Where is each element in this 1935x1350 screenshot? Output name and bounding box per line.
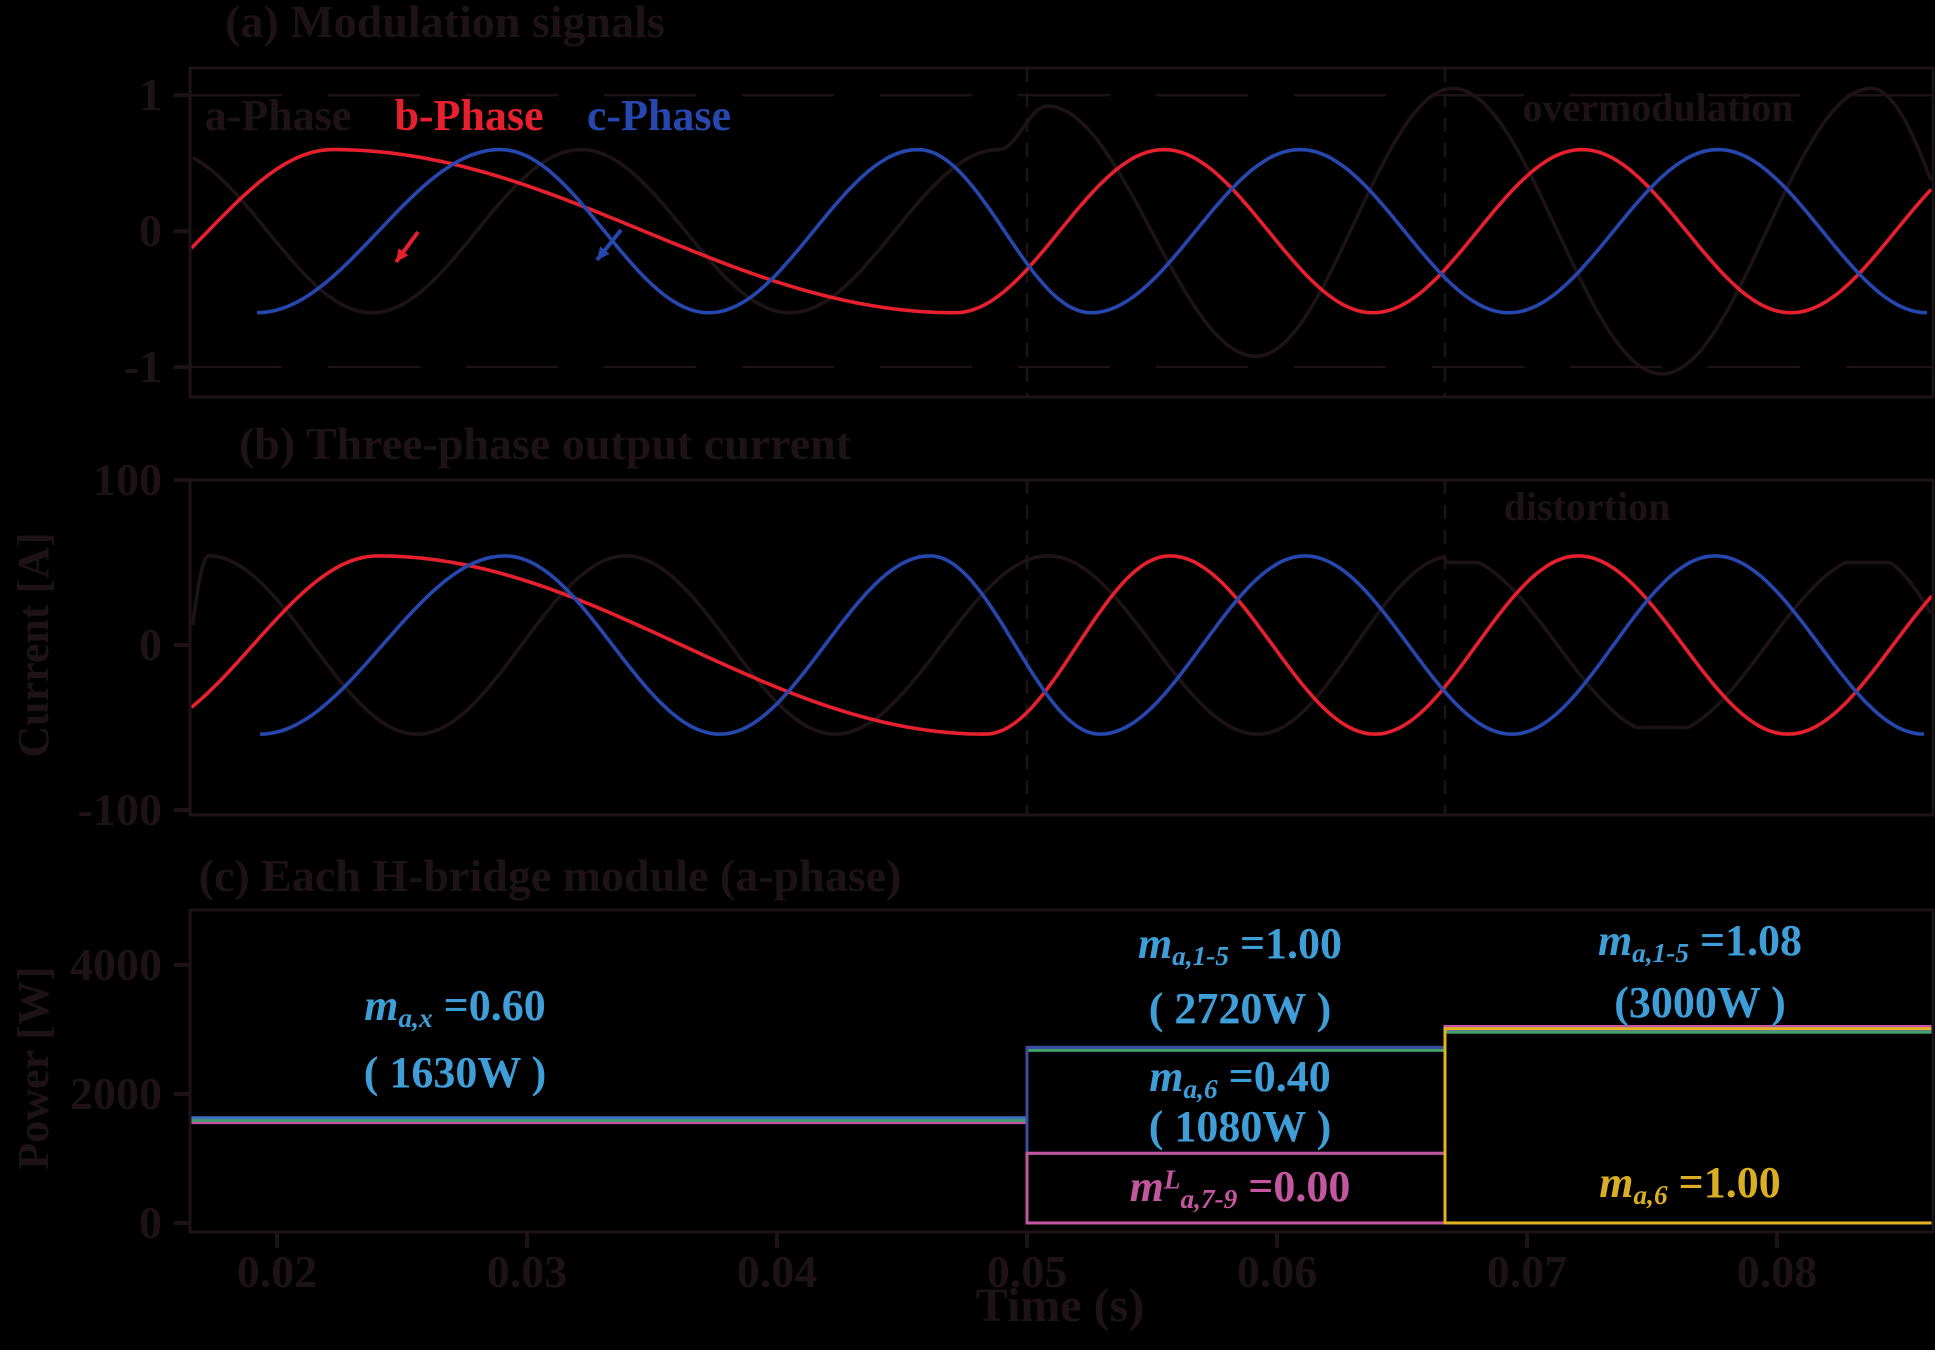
legend-c-phase: c-Phase: [586, 91, 732, 140]
y-tick-label-c: 0: [139, 1196, 162, 1248]
y-axis-label-power: Power [W]: [9, 966, 58, 1170]
ann-m79-000-line1: mLa,7-9 =0.00: [1129, 1161, 1351, 1214]
a-phase-current-curve: [190, 554, 1933, 736]
ann-m15-100-line2: ( 2720W ): [1148, 984, 1332, 1033]
ann-m6-040-line1: ma,6 =0.40: [1149, 1051, 1331, 1104]
distortion-label: distortion: [1503, 484, 1671, 529]
a-phase-curve: [191, 86, 1933, 376]
y-tick-label-b: 100: [93, 454, 162, 505]
legend-a-phase: a-Phase: [204, 91, 352, 140]
ann-m15-108-line1: ma,1-5 =1.08: [1597, 915, 1803, 968]
b-phase-current-curve: [190, 554, 1934, 736]
ann-max-line2: ( 1630W ): [363, 1048, 547, 1097]
panel-c-title: (c) Each H-bridge module (a-phase): [198, 850, 902, 901]
legend-b-phase: b-Phase: [394, 91, 544, 140]
x-tick-label: 0.08: [1736, 1246, 1818, 1297]
panel-a-title: (a) Modulation signals: [225, 0, 665, 47]
x-tick-label: 0.06: [1236, 1246, 1318, 1297]
y-tick-label-b: 0: [139, 619, 162, 671]
y-tick-label-a: 1: [139, 69, 162, 121]
y-tick-label-a: 0: [139, 205, 162, 257]
panel-b-spines: [188, 478, 1935, 817]
c-phase-arrow-head: [597, 246, 610, 260]
panel-b-title: (b) Three-phase output current: [238, 418, 852, 469]
y-tick-label-c: 4000: [70, 938, 162, 990]
x-tick-label: 0.02: [236, 1246, 318, 1297]
modules-1-5-under-line: [190, 1030, 1933, 1122]
c-phase-current-curve: [260, 554, 1925, 736]
panel-c-spines: [188, 908, 1935, 1234]
x-tick-label: 0.07: [1486, 1246, 1568, 1297]
ann-m15-100-line1: ma,1-5 =1.00: [1137, 918, 1343, 971]
y-tick-label-b: -100: [77, 784, 162, 836]
x-tick-label: 0.03: [486, 1246, 568, 1297]
y-tick-label-c: 2000: [70, 1067, 162, 1119]
x-tick-label: 0.04: [736, 1246, 818, 1297]
c-phase-curve: [256, 147, 1928, 315]
y-tick-label-a: -1: [123, 341, 162, 393]
ann-m15-108-line2: (3000W ): [1614, 978, 1786, 1027]
ann-m6-100-line1: ma,6 =1.00: [1599, 1157, 1781, 1210]
overmodulation-label: overmodulation: [1522, 85, 1794, 130]
b-phase-curve: [190, 147, 1933, 315]
x-tick-label: 0.05: [986, 1246, 1068, 1297]
b-phase-arrow-head: [396, 248, 409, 262]
ann-max-line1: ma,x =0.60: [364, 980, 546, 1033]
x-axis-label-time: Time (s): [975, 1279, 1145, 1332]
ann-m6-040-line2: ( 1080W ): [1148, 1102, 1332, 1151]
y-axis-label-current: Current [A]: [9, 532, 58, 758]
